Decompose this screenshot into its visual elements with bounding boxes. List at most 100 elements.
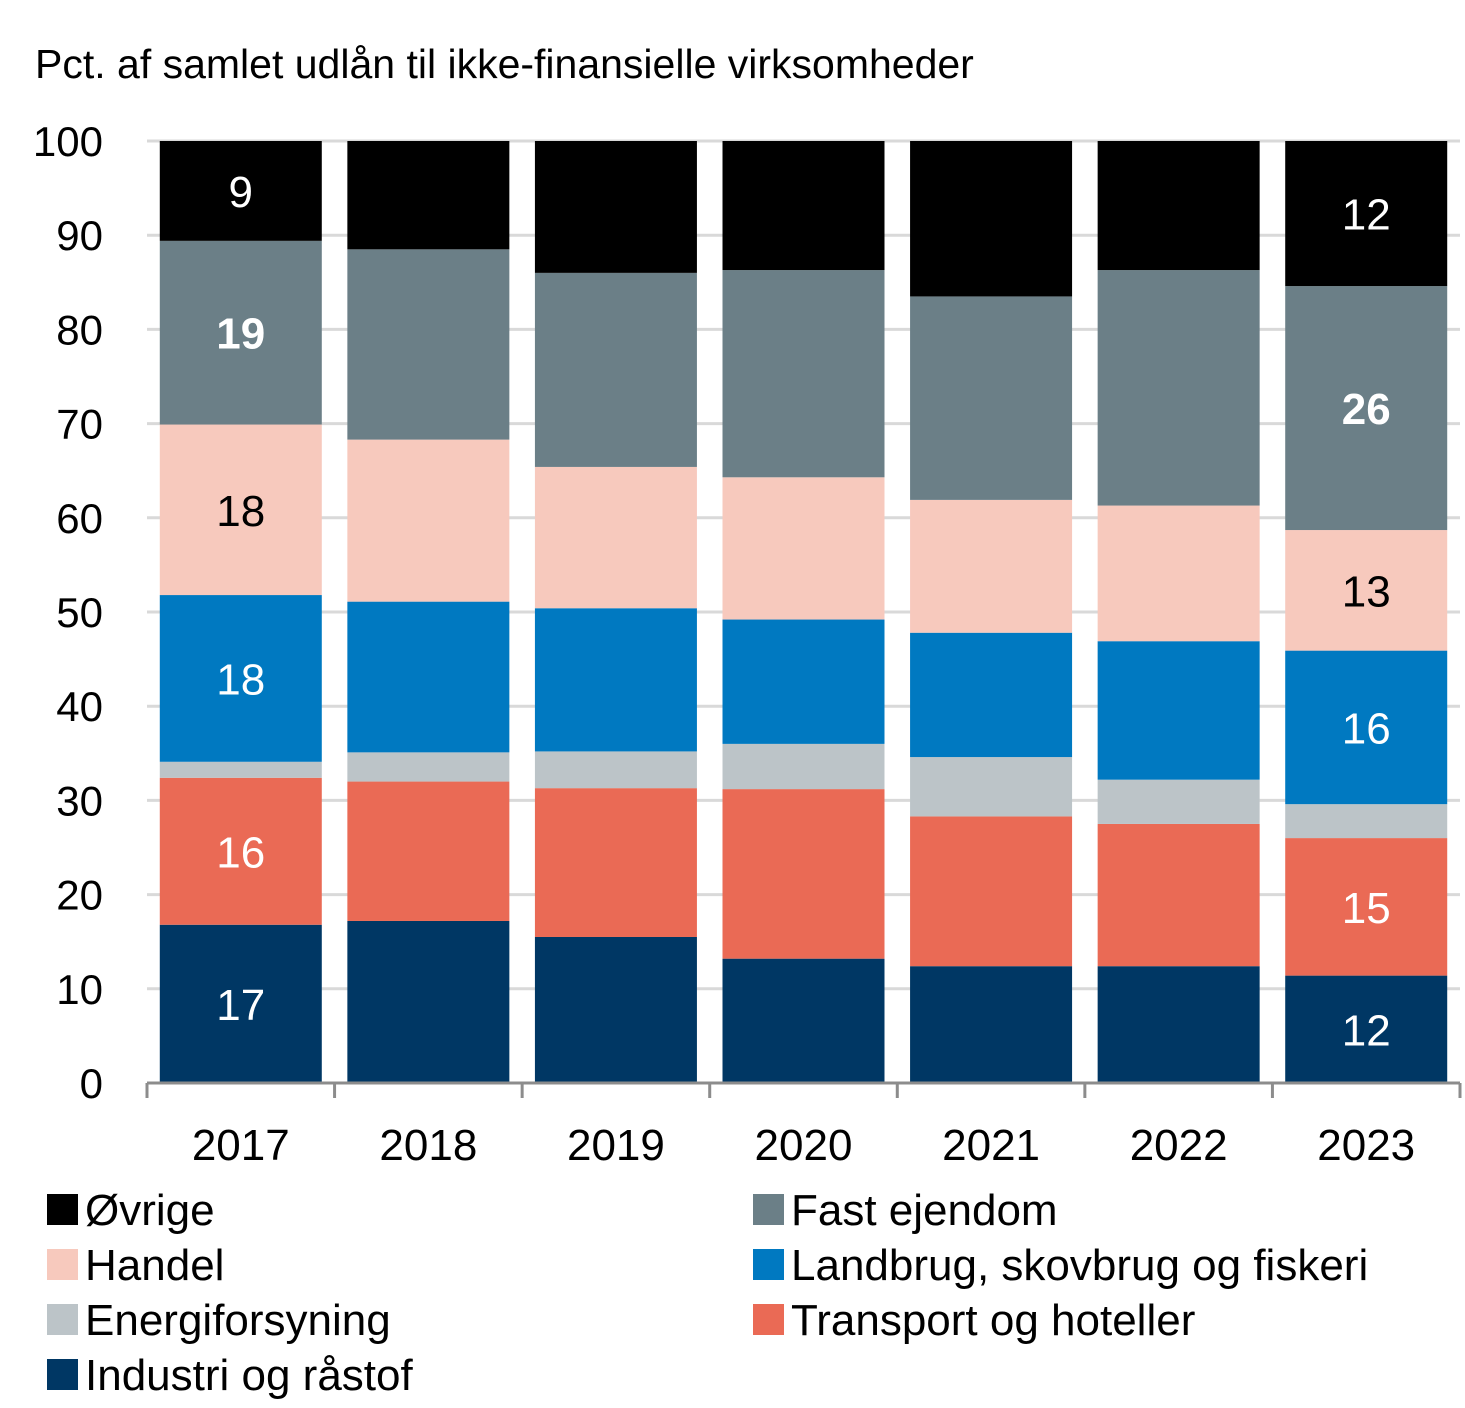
bar-segment bbox=[159, 240, 322, 425]
axes: 0 10 20 30 40 50 60 70 80 90 100 2017 2018 2019 2020 20… bbox=[33, 118, 1462, 1170]
y-tick-label: 80 bbox=[56, 306, 103, 353]
bar-segment bbox=[534, 141, 697, 273]
legend-label: Energiforsyning bbox=[85, 1296, 391, 1345]
bar-segment bbox=[159, 424, 322, 596]
bar-segment bbox=[1097, 823, 1260, 967]
bar-segment bbox=[1285, 286, 1448, 531]
bar-segment bbox=[910, 757, 1073, 817]
bar-segment bbox=[910, 816, 1073, 967]
bar-segment bbox=[159, 761, 322, 778]
bar-segment bbox=[347, 439, 510, 602]
data-label: 18 bbox=[216, 655, 265, 704]
bar-segment bbox=[159, 777, 322, 925]
y-tick-label: 90 bbox=[56, 212, 103, 259]
legend-item: Øvrige bbox=[47, 1186, 215, 1235]
legend-swatch bbox=[753, 1304, 784, 1335]
data-label: 16 bbox=[1342, 704, 1391, 753]
bar-segment bbox=[722, 958, 885, 1083]
legend-label: Landbrug, skovbrug og fiskeri bbox=[791, 1241, 1368, 1290]
legend-item: Energiforsyning bbox=[47, 1296, 391, 1345]
legend-label: Industri og råstof bbox=[85, 1351, 413, 1400]
legend-swatch bbox=[47, 1359, 78, 1390]
bar-segment bbox=[910, 296, 1073, 500]
data-label: 17 bbox=[216, 981, 265, 1030]
bar-segment bbox=[1097, 505, 1260, 642]
x-tick-label: 2020 bbox=[755, 1121, 853, 1170]
y-tick-label: 40 bbox=[56, 683, 103, 730]
bar-segment bbox=[347, 141, 510, 250]
bar-segment bbox=[347, 781, 510, 921]
bar-segment bbox=[722, 789, 885, 959]
bar-segment bbox=[1285, 804, 1448, 839]
y-tick-label: 100 bbox=[33, 118, 103, 165]
y-tick-label: 70 bbox=[56, 401, 103, 448]
bar-segment bbox=[1097, 966, 1260, 1083]
bar-segment bbox=[1097, 141, 1260, 271]
y-tick-label: 0 bbox=[80, 1060, 103, 1107]
data-label: 9 bbox=[229, 168, 253, 217]
bar-segment bbox=[1097, 270, 1260, 506]
x-tick-label: 2018 bbox=[379, 1121, 477, 1170]
y-tick-label: 60 bbox=[56, 495, 103, 542]
bar-segment bbox=[534, 272, 697, 467]
x-tick-label: 2017 bbox=[192, 1121, 290, 1170]
bars bbox=[159, 141, 1448, 1083]
x-tick-label: 2021 bbox=[942, 1121, 1040, 1170]
x-tick-label: 2023 bbox=[1317, 1121, 1415, 1170]
legend-label: Øvrige bbox=[85, 1186, 215, 1235]
legend-label: Fast ejendom bbox=[791, 1186, 1058, 1235]
bar-segment bbox=[910, 632, 1073, 758]
data-label: 26 bbox=[1342, 385, 1391, 434]
bar-segment bbox=[722, 477, 885, 620]
legend-item: Industri og råstof bbox=[47, 1351, 413, 1400]
data-label: 19 bbox=[216, 310, 265, 359]
legend: Øvrige Fast ejendom Handel Landbrug, skovbr… bbox=[47, 1186, 1368, 1400]
bar-segment bbox=[347, 601, 510, 753]
legend-swatch bbox=[753, 1249, 784, 1280]
data-label: 18 bbox=[216, 487, 265, 536]
legend-item: Landbrug, skovbrug og fiskeri bbox=[753, 1241, 1368, 1290]
bar-segment bbox=[722, 619, 885, 744]
bar-segment bbox=[159, 595, 322, 762]
bar-segment bbox=[1097, 641, 1260, 780]
bar-segment bbox=[910, 966, 1073, 1083]
bar-segment bbox=[1285, 975, 1448, 1083]
bar-segment bbox=[722, 141, 885, 271]
legend-item: Fast ejendom bbox=[753, 1186, 1058, 1235]
legend-swatch bbox=[47, 1249, 78, 1280]
data-label: 12 bbox=[1342, 191, 1391, 240]
bar-segment bbox=[159, 141, 322, 241]
bar-segment bbox=[534, 608, 697, 752]
bar-segment bbox=[1285, 650, 1448, 805]
bar-segment bbox=[722, 743, 885, 790]
data-label: 12 bbox=[1342, 1006, 1391, 1055]
legend-item: Handel bbox=[47, 1241, 224, 1290]
bar-segment bbox=[1285, 141, 1448, 287]
bar-segment bbox=[347, 752, 510, 782]
legend-item: Transport og hoteller bbox=[753, 1296, 1195, 1345]
legend-label: Handel bbox=[85, 1241, 224, 1290]
y-tick-label: 20 bbox=[56, 872, 103, 919]
legend-swatch bbox=[47, 1304, 78, 1335]
bar-segment bbox=[1097, 779, 1260, 824]
bar-segment bbox=[722, 270, 885, 478]
bar-segment bbox=[534, 466, 697, 609]
data-label: 16 bbox=[216, 828, 265, 877]
bar-segment bbox=[347, 249, 510, 440]
data-labels: 17 16 18 18 19 9 12 15 16 13 26 12 bbox=[216, 168, 1390, 1055]
bar-segment bbox=[534, 936, 697, 1083]
bar-segment bbox=[534, 751, 697, 789]
x-tick-label: 2022 bbox=[1130, 1121, 1228, 1170]
bar-segment bbox=[1285, 530, 1448, 651]
bar-segment bbox=[347, 920, 510, 1083]
legend-swatch bbox=[753, 1194, 784, 1225]
bar-segment bbox=[159, 924, 322, 1083]
bar-segment bbox=[910, 141, 1073, 297]
bar-segment bbox=[534, 788, 697, 937]
y-tick-label: 50 bbox=[56, 589, 103, 636]
bar-segment bbox=[910, 499, 1073, 633]
chart-title: Pct. af samlet udlån til ikke-finansiell… bbox=[35, 41, 974, 87]
y-tick-label: 10 bbox=[56, 966, 103, 1013]
y-tick-label: 30 bbox=[56, 777, 103, 824]
